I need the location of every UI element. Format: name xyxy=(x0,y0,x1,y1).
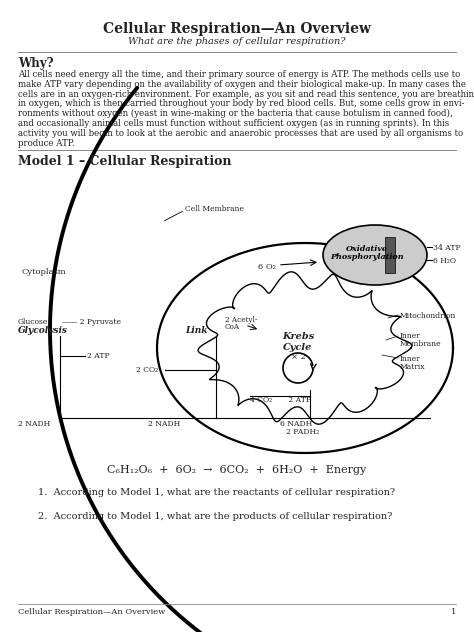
Text: and occasionally animal cells must function without sufficient oxygen (as in run: and occasionally animal cells must funct… xyxy=(18,119,449,128)
Text: activity you will begin to look at the aerobic and anaerobic processes that are : activity you will begin to look at the a… xyxy=(18,129,463,138)
Text: Mitochondrion: Mitochondrion xyxy=(400,312,456,320)
Text: 2 NADH: 2 NADH xyxy=(148,420,180,428)
Text: Cellular Respiration—An Overview: Cellular Respiration—An Overview xyxy=(103,22,371,36)
Text: Why?: Why? xyxy=(18,57,54,70)
Text: produce ATP.: produce ATP. xyxy=(18,138,74,148)
Text: 4 CO₂: 4 CO₂ xyxy=(250,396,272,404)
Text: 2 ATP: 2 ATP xyxy=(87,352,109,360)
Text: CoA: CoA xyxy=(225,323,240,331)
Text: Membrane: Membrane xyxy=(400,340,442,348)
Text: C₆H₁₂O₆  +  6O₂  →  6CO₂  +  6H₂O  +  Energy: C₆H₁₂O₆ + 6O₂ → 6CO₂ + 6H₂O + Energy xyxy=(108,465,366,475)
Ellipse shape xyxy=(323,225,427,285)
Text: 2 NADH: 2 NADH xyxy=(18,420,50,428)
Text: Cellular Respiration—An Overview: Cellular Respiration—An Overview xyxy=(18,608,165,616)
Text: Glucose: Glucose xyxy=(18,318,48,326)
Text: ronments without oxygen (yeast in wine-making or the bacteria that cause botulis: ronments without oxygen (yeast in wine-m… xyxy=(18,109,453,118)
Text: 6 NADH: 6 NADH xyxy=(280,420,312,428)
Text: 6 H₂O: 6 H₂O xyxy=(433,257,456,265)
Text: All cells need energy all the time, and their primary source of energy is ATP. T: All cells need energy all the time, and … xyxy=(18,70,460,79)
Text: in oxygen, which is then carried throughout your body by red blood cells. But, s: in oxygen, which is then carried through… xyxy=(18,99,465,109)
Text: 1.  According to Model 1, what are the reactants of cellular respiration?: 1. According to Model 1, what are the re… xyxy=(38,488,395,497)
Text: Link: Link xyxy=(185,326,208,335)
Text: —— 2 Pyruvate: —— 2 Pyruvate xyxy=(62,318,121,326)
Text: Model 1 – Cellular Respiration: Model 1 – Cellular Respiration xyxy=(18,155,231,168)
Text: 2 CO₂: 2 CO₂ xyxy=(136,366,158,374)
Text: Glycolysis: Glycolysis xyxy=(18,326,68,335)
Text: Cell Membrane: Cell Membrane xyxy=(185,205,244,213)
Text: 2 FADH₂: 2 FADH₂ xyxy=(286,428,319,436)
Text: Matrix: Matrix xyxy=(400,363,426,371)
Text: Phosphorylation: Phosphorylation xyxy=(330,253,404,261)
Text: Cytoplasm: Cytoplasm xyxy=(22,268,67,276)
Text: × 2: × 2 xyxy=(291,353,305,361)
Text: 2 ATP: 2 ATP xyxy=(286,396,311,404)
Text: What are the phases of cellular respiration?: What are the phases of cellular respirat… xyxy=(128,37,346,46)
Text: 2.  According to Model 1, what are the products of cellular respiration?: 2. According to Model 1, what are the pr… xyxy=(38,512,392,521)
Text: cells are in an oxygen-rich environment. For example, as you sit and read this s: cells are in an oxygen-rich environment.… xyxy=(18,90,474,99)
Text: Krebs: Krebs xyxy=(282,332,314,341)
Text: Cycle: Cycle xyxy=(283,343,313,352)
Text: Oxidative: Oxidative xyxy=(346,245,388,253)
Text: Inner: Inner xyxy=(400,355,421,363)
Text: 2 Acetyl-: 2 Acetyl- xyxy=(225,316,257,324)
Text: 1: 1 xyxy=(451,608,456,616)
Text: make ATP vary depending on the availability of oxygen and their biological make-: make ATP vary depending on the availabil… xyxy=(18,80,466,89)
Text: 34 ATP: 34 ATP xyxy=(433,244,461,252)
Text: Inner: Inner xyxy=(400,332,421,340)
Text: 6 O₂: 6 O₂ xyxy=(258,263,276,271)
Bar xyxy=(385,237,395,273)
